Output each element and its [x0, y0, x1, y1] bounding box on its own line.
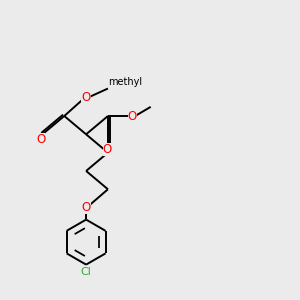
Text: O: O: [128, 110, 137, 122]
Text: O: O: [36, 133, 45, 146]
Text: O: O: [82, 201, 91, 214]
Text: O: O: [103, 143, 112, 156]
Text: Cl: Cl: [81, 267, 92, 277]
Text: O: O: [82, 91, 91, 104]
Text: methyl: methyl: [109, 77, 143, 87]
